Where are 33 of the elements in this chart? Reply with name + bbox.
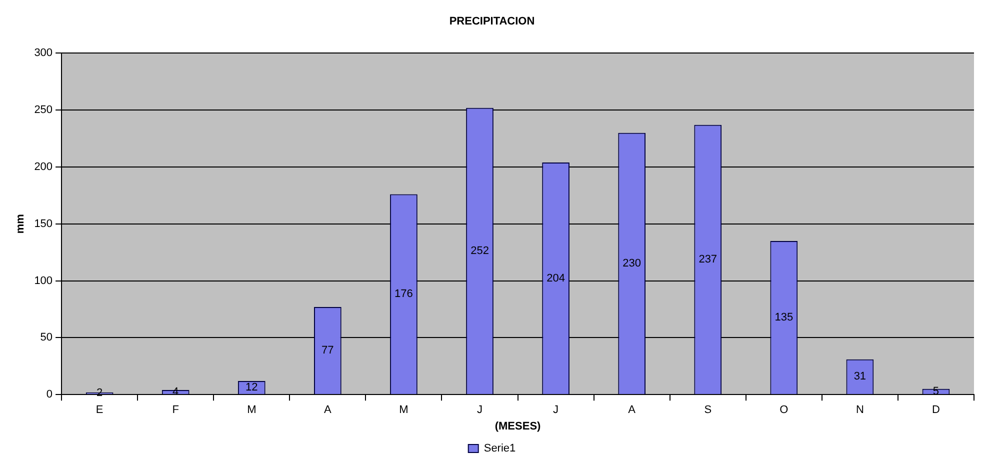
data-label: 237 <box>698 254 718 266</box>
y-tick-label: 100 <box>34 274 53 287</box>
y-tick-label: 200 <box>34 161 53 174</box>
x-tick-label: D <box>932 404 940 416</box>
x-tick-label: A <box>628 404 636 416</box>
x-tick-label: M <box>399 404 408 416</box>
x-tick-label: E <box>96 404 104 416</box>
data-label: 176 <box>394 288 413 300</box>
legend-label: Serie1 <box>484 442 516 455</box>
x-axis-title: (MESES) <box>494 420 542 432</box>
x-tick-label: F <box>172 404 180 416</box>
y-axis-title: mm <box>14 214 27 234</box>
x-tick-label: J <box>477 404 483 416</box>
x-tick-label: M <box>247 404 256 416</box>
y-tick-label: 150 <box>34 218 53 230</box>
chart-title: PRECIPITACION <box>449 16 535 28</box>
y-tick-label: 0 <box>46 388 53 401</box>
data-label: 230 <box>622 258 642 270</box>
y-tick-label: 250 <box>34 104 53 116</box>
y-tick-label: 50 <box>40 332 53 344</box>
x-tick-label: N <box>856 404 864 416</box>
data-label: 204 <box>546 272 565 284</box>
data-label: 31 <box>854 370 866 383</box>
data-label: 252 <box>470 244 489 257</box>
x-tick-label: J <box>553 404 559 416</box>
y-tick-label: 300 <box>34 47 53 60</box>
data-label: 12 <box>246 382 258 394</box>
x-tick-label: O <box>780 404 789 416</box>
x-tick-label: S <box>704 404 712 416</box>
data-label: 77 <box>322 344 334 357</box>
data-label: 2 <box>96 387 103 400</box>
data-label: 135 <box>774 312 794 324</box>
x-tick-label: A <box>324 404 332 416</box>
